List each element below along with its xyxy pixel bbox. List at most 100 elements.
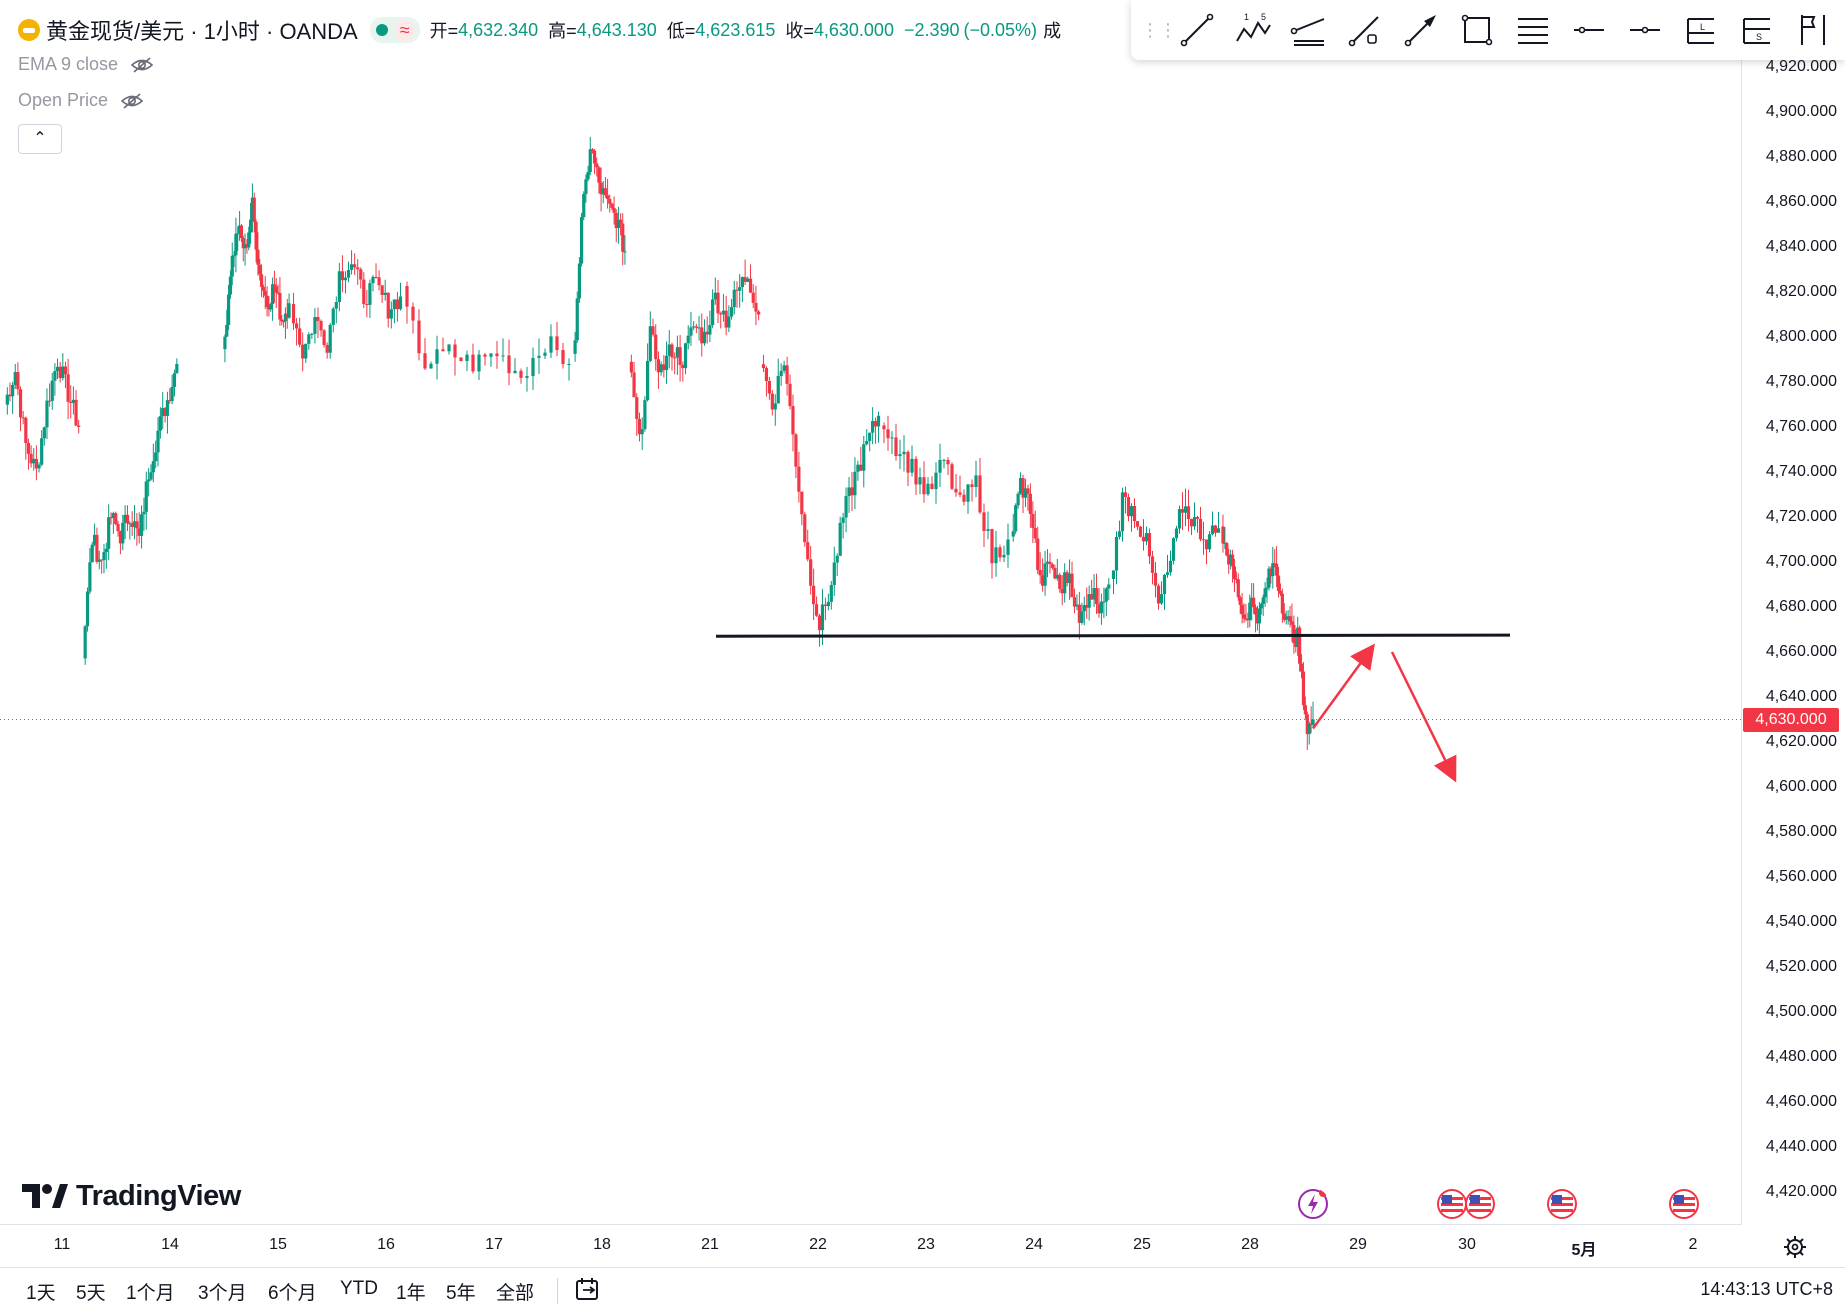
candle-body [1063, 572, 1067, 594]
candlestick-chart[interactable] [0, 0, 1742, 1225]
candle [1016, 491, 1020, 509]
candle-body [109, 517, 113, 519]
candle [139, 505, 144, 549]
toolbar-drag-handle-icon[interactable]: ⋮⋮ [1141, 20, 1177, 40]
range-button[interactable]: 6个月 [268, 1283, 317, 1304]
indicator-ema[interactable]: EMA 9 close [18, 54, 154, 75]
support-line-drawing[interactable] [715, 633, 1511, 638]
candle-body [261, 286, 266, 291]
candle-body [125, 514, 130, 524]
flag-tool[interactable] [1785, 5, 1841, 55]
clock-timezone[interactable]: 14:43:13 UTC+8 [1700, 1279, 1833, 1299]
candle-body [1132, 505, 1137, 522]
candle-body [621, 223, 625, 252]
candle [144, 471, 148, 530]
candle [501, 338, 505, 362]
time-axis[interactable]: 11 14 15 16 17 18 21 22 23 24 25 28 29 30 5月 2 [0, 1226, 1742, 1266]
us-economic-event-flag-icon[interactable] [1464, 1188, 1496, 1220]
time-tick-label: 5月 [1571, 1242, 1597, 1259]
candle [411, 302, 415, 334]
candle-body [1186, 506, 1191, 520]
market-status-pill[interactable]: ≈ [369, 17, 420, 43]
candle-body [316, 317, 320, 322]
candle-body [1307, 723, 1311, 735]
path-tool[interactable] [1337, 5, 1393, 55]
candle [1168, 550, 1173, 576]
range-button[interactable]: YTD [340, 1278, 378, 1299]
earnings-event-lightning-icon[interactable] [1297, 1188, 1329, 1220]
candle [1075, 594, 1079, 611]
candle [844, 487, 848, 533]
candle-body [632, 372, 636, 398]
candle [865, 429, 869, 446]
candle-body [938, 459, 942, 473]
candle-body [245, 244, 249, 248]
candle-body [1244, 618, 1248, 620]
range-button[interactable]: 1年 [396, 1283, 426, 1304]
range-button[interactable]: 全部 [496, 1283, 535, 1304]
candle [104, 542, 108, 569]
time-tick-label: 29 [1349, 1236, 1367, 1253]
symbol-title[interactable]: 黄金现货/美元 · 1小时 · OANDA [46, 19, 358, 44]
horizontal-ray-tool[interactable] [1561, 5, 1617, 55]
us-economic-event-flag-icon[interactable] [1668, 1188, 1700, 1220]
candle [1240, 592, 1244, 624]
hidden-eye-icon[interactable] [120, 92, 144, 110]
range-button[interactable]: 5年 [446, 1283, 476, 1304]
trend-line-tool[interactable] [1169, 5, 1225, 55]
candle-body [868, 432, 872, 441]
fib-retracement-tool[interactable] [1505, 5, 1561, 55]
candle-body [708, 324, 712, 335]
candle [161, 392, 165, 430]
go-to-date-calendar-icon[interactable] [574, 1276, 602, 1304]
candle [1301, 662, 1306, 711]
collapse-legend-button[interactable]: ⌃ [18, 124, 62, 154]
range-button[interactable]: 1个月 [126, 1283, 175, 1304]
candle [978, 458, 982, 515]
range-button[interactable]: 5天 [76, 1283, 106, 1304]
parallel-channel-tool[interactable] [1281, 5, 1337, 55]
range-button[interactable]: 1天 [26, 1283, 56, 1304]
up-arrow-drawing[interactable] [1311, 643, 1375, 730]
candle [1043, 550, 1047, 596]
candle-body [254, 221, 258, 250]
range-button[interactable]: 3个月 [198, 1283, 247, 1304]
hidden-eye-icon[interactable] [130, 56, 154, 74]
rectangle-tool[interactable] [1449, 5, 1505, 55]
horizontal-line-tool[interactable] [1617, 5, 1673, 55]
candle [635, 393, 639, 437]
short-position-tool[interactable]: S [1729, 5, 1785, 55]
candle [1311, 701, 1315, 728]
chart-settings-gear-icon[interactable] [1780, 1232, 1810, 1262]
candle-body [826, 601, 830, 607]
candle [614, 209, 618, 243]
candle [610, 202, 614, 211]
down-arrow-drawing[interactable] [1390, 651, 1457, 783]
candle [1238, 595, 1242, 614]
candle [53, 363, 57, 396]
candle [130, 511, 134, 537]
candle-body [58, 366, 62, 379]
candle [301, 332, 305, 372]
tradingview-logo[interactable]: TradingView [22, 1178, 241, 1214]
us-economic-event-flag-icon[interactable] [1436, 1188, 1468, 1220]
candle-body [423, 353, 427, 369]
ohlc-low-value: 4,623.615 [695, 19, 776, 40]
chart-pane[interactable]: 黄金现货/美元 · 1小时 · OANDA ≈ 开= 4,632.340 高= … [0, 0, 1742, 1225]
price-axis[interactable]: 4,920.000 4,900.000 4,880.000 4,860.000 4,84… [1743, 0, 1845, 1225]
candle [966, 484, 970, 514]
candle [37, 462, 41, 473]
arrow-tool[interactable] [1393, 5, 1449, 55]
candle-body [1248, 602, 1252, 621]
candle [1132, 498, 1137, 529]
market-open-dot-icon [375, 24, 388, 36]
candle-body [74, 399, 78, 426]
candle [740, 276, 744, 303]
candle [114, 511, 118, 526]
long-position-tool[interactable]: L [1673, 5, 1729, 55]
indicator-open-price[interactable]: Open Price [18, 90, 144, 111]
candle-body [32, 458, 36, 464]
us-economic-event-flag-icon[interactable] [1546, 1188, 1578, 1220]
candle [116, 520, 120, 537]
